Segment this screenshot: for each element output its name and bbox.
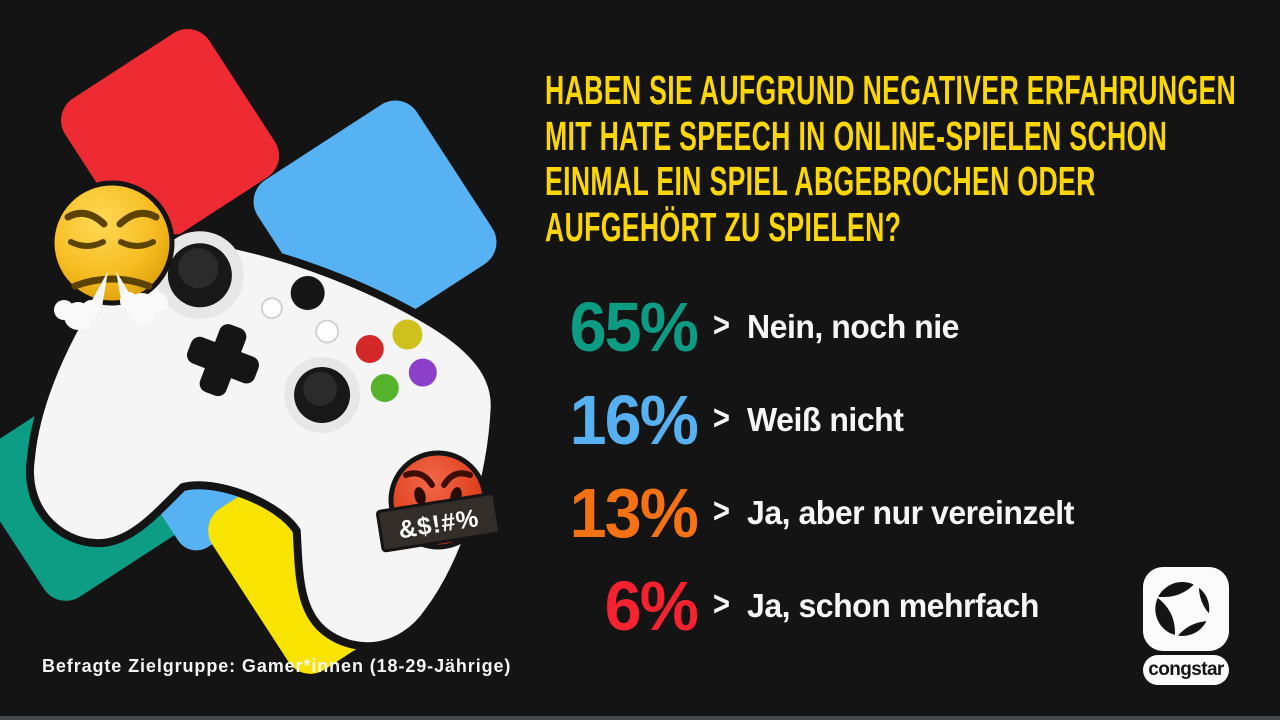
face-button-green-icon [370,373,399,402]
face-button-purple-icon [408,358,437,387]
congstar-logo: congstar [1143,567,1229,685]
dpad-icon [186,324,259,397]
chevron-right-icon: > [713,399,730,439]
face-button-red-icon [355,334,384,363]
stat-value: 65% [569,287,699,366]
stat-value: 6% [604,566,699,645]
survey-results: 65% > Nein, noch nie 16% > Weiß nicht 13… [545,280,1084,652]
stat-label: Weiß nicht [746,400,904,438]
congstar-star-icon [1143,567,1229,651]
steam-cloud-right [120,292,168,323]
stat-row-nein-noch-nie: 65% > Nein, noch nie [545,280,1084,373]
stat-row-ja-vereinzelt: 13% > Ja, aber nur vereinzelt [545,466,1084,559]
swearing-angry-emoji-icon: &$!#% [376,450,501,553]
menu-button-icon [315,319,340,344]
stat-row-ja-mehrfach: 6% > Ja, schon mehrfach [545,559,1084,652]
stat-label: Ja, schon mehrfach [746,586,1039,624]
steaming-angry-emoji-icon [49,180,175,330]
steam-cloud-left [54,300,100,330]
stat-row-weiss-nicht: 16% > Weiß nicht [545,373,1084,466]
stat-value: 16% [569,380,699,459]
congstar-wordmark: congstar [1143,655,1229,685]
view-button-icon [260,297,283,320]
chevron-right-icon: > [713,306,730,346]
game-controller-icon [25,231,499,651]
bottom-edge-strip [0,716,1280,720]
face-button-yellow-icon [392,319,423,350]
headline-line-2: MIT HATE SPEECH IN ONLINE-SPIELEN SCHON [545,112,1168,159]
stat-label: Ja, aber nur vereinzelt [746,493,1074,531]
home-button-icon [290,276,325,311]
stat-label: Nein, noch nie [746,307,959,345]
headline-line-4: AUFGEHÖRT ZU SPIELEN? [545,203,902,250]
chevron-right-icon: > [713,492,730,532]
censored-speech-bar: &$!#% [376,492,501,553]
headline-line-3: EINMAL EIN SPIEL ABGEBROCHEN ODER [545,158,1096,204]
gaming-illustration: &$!#% [0,29,501,674]
headline-line-1: HABEN SIE AUFGRUND NEGATIVER ERFAHRUNGEN [545,67,1237,113]
headline-question: HABEN SIE AUFGRUND NEGATIVER ERFAHRUNGEN… [545,67,1280,250]
chevron-right-icon: > [713,585,730,625]
target-group-footnote: Befragte Zielgruppe: Gamer*innen (18-29-… [42,656,512,676]
stat-value: 13% [569,473,699,552]
